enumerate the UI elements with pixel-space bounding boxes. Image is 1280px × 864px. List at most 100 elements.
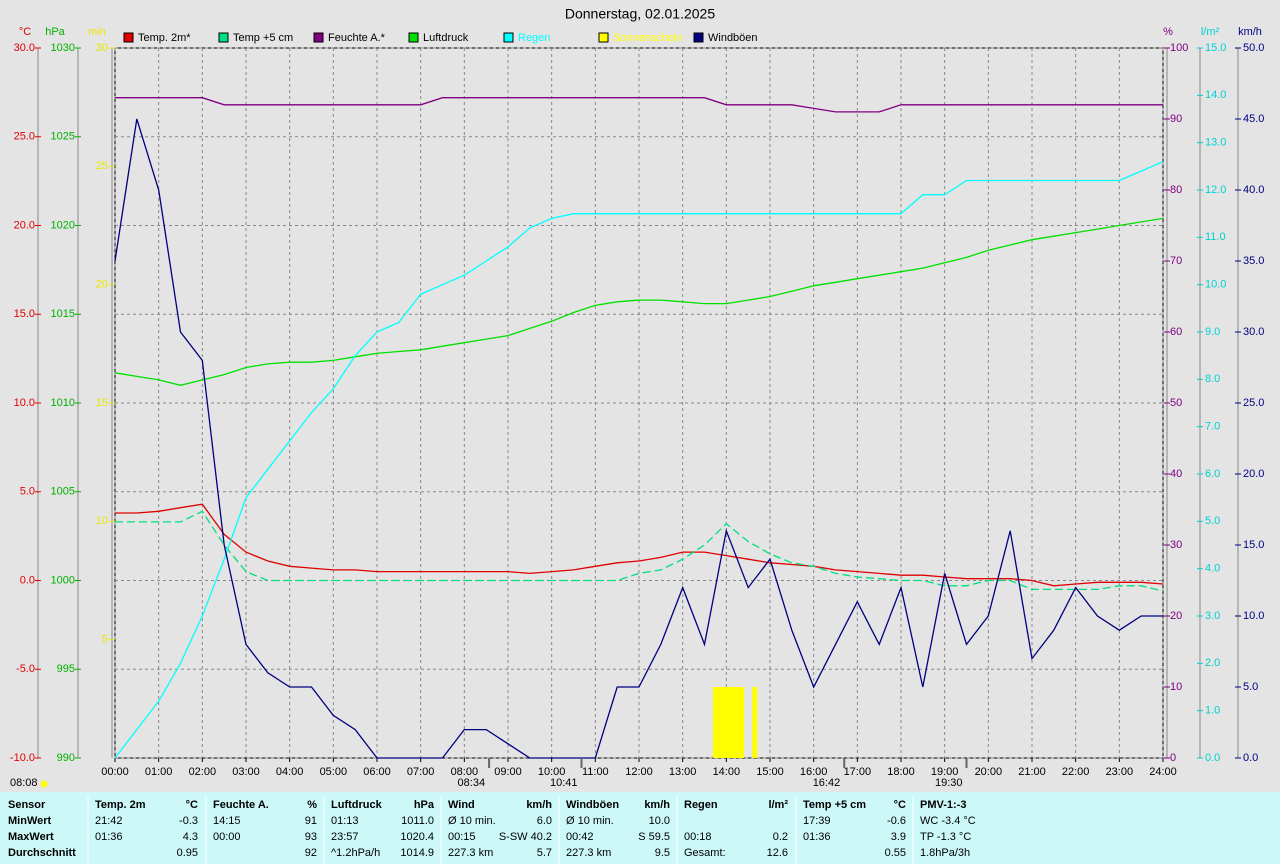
y-tick-label: 15.0 [14,308,35,320]
y-tick-label: 0 [1170,752,1176,764]
table-cell: 00:00 [213,831,241,843]
sunshine-bar [752,687,758,758]
sunshine-bar [717,687,723,758]
y-tick-label: 5 [102,634,108,646]
y-tick-label: 90 [1170,113,1182,125]
axis-unit: % [1163,26,1173,38]
y-tick-label: 9.0 [1205,326,1220,338]
x-tick-label: 18:00 [887,766,915,778]
y-tick-label: 2.0 [1205,657,1220,669]
series-line [114,161,1164,759]
marker-label: 19:30 [935,777,963,789]
table-cell: Wind [448,799,475,811]
sunshine-bar [739,687,745,758]
table-row-label: MaxWert [8,831,54,843]
sunshine-bar [726,687,732,758]
y-tick-label: 995 [57,663,75,675]
y-tick-label: 50.0 [1243,42,1264,54]
legend-swatch [218,32,229,43]
table-cell: 9.5 [655,847,670,859]
y-tick-label: 5.0 [1243,681,1258,693]
sunshine-bar [734,687,740,758]
y-tick-label: 3.0 [1205,610,1220,622]
sunrise-label: 08:08 [10,777,38,789]
x-tick-label: 24:00 [1149,766,1177,778]
y-tick-label: 20.0 [14,219,35,231]
legend-swatch [503,32,514,43]
y-tick-label: 11.0 [1205,231,1226,243]
table-cell: 5.7 [537,847,552,859]
y-tick-label: 15.0 [1243,539,1264,551]
table-cell: WC -3.4 °C [920,815,976,827]
table-cell: 10.0 [649,815,670,827]
table-cell: ^1.2hPa/h [331,847,380,859]
x-tick-label: 21:00 [1018,766,1046,778]
legend-swatch [408,32,419,43]
y-tick-label: 1.0 [1205,705,1220,717]
table-cell: l/m² [768,799,788,811]
table-cell: 93 [305,831,317,843]
y-tick-label: 60 [1170,326,1182,338]
y-tick-label: 10 [96,515,108,527]
y-tick-label: 6.0 [1205,468,1220,480]
x-tick-label: 13:00 [669,766,697,778]
y-tick-label: 13.0 [1205,137,1226,149]
series-line [115,503,1164,587]
axis-unit: °C [19,26,31,38]
sunshine-bar [712,687,718,758]
y-tick-label: 35.0 [1243,255,1264,267]
x-tick-label: 14:00 [713,766,741,778]
x-tick-label: 16:00 [800,766,828,778]
legend-swatch [313,32,324,43]
y-tick-label: 1025 [51,131,75,143]
table-background [0,792,1280,864]
table-cell: Windböen [566,799,619,811]
y-tick-label: 0.0 [1205,752,1220,764]
y-tick-label: 80 [1170,184,1182,196]
y-tick-label: 10.0 [14,397,35,409]
table-cell: 14:15 [213,815,241,827]
y-tick-label: 20.0 [1243,468,1264,480]
legend-swatch [693,32,704,43]
legend-swatch [123,32,134,43]
table-cell: 23:57 [331,831,359,843]
x-tick-label: 17:00 [844,766,872,778]
table-cell: °C [894,799,906,811]
legend-label: Temp. 2m* [138,32,191,44]
y-tick-label: 8.0 [1205,373,1220,385]
table-cell: 01:36 [95,831,123,843]
table-cell: -0.3 [179,815,198,827]
x-tick-label: 09:00 [494,766,522,778]
y-tick-label: 1010 [51,397,75,409]
table-cell: hPa [414,799,435,811]
x-tick-label: 10:00 [538,766,566,778]
x-tick-label: 20:00 [975,766,1003,778]
y-tick-label: 7.0 [1205,421,1220,433]
y-tick-label: 30 [1170,539,1182,551]
y-tick-label: 0.0 [1243,752,1258,764]
y-tick-label: 10.0 [1243,610,1264,622]
table-cell: Luftdruck [331,799,383,811]
y-tick-label: 990 [57,752,75,764]
marker-label: 10:41 [550,777,578,789]
table-cell: 1014.9 [400,847,434,859]
table-cell: 227.3 km [448,847,493,859]
table-cell: km/h [644,799,670,811]
table-cell: 00:15 [448,831,476,843]
marker-label: 08:34 [458,777,486,789]
x-tick-label: 08:00 [451,766,479,778]
y-tick-label: -5.0 [16,663,35,675]
table-cell: 17:39 [803,815,831,827]
x-tick-label: 04:00 [276,766,304,778]
x-tick-label: 06:00 [363,766,391,778]
y-tick-label: 20 [1170,610,1182,622]
x-tick-label: 05:00 [320,766,348,778]
y-tick-label: 20 [96,279,108,291]
y-tick-label: 25.0 [14,131,35,143]
table-cell: Feuchte A. [213,799,269,811]
y-tick-label: 10 [1170,681,1182,693]
y-tick-label: 100 [1170,42,1188,54]
table-cell: 00:18 [684,831,712,843]
axis-unit: l/m² [1201,26,1220,38]
